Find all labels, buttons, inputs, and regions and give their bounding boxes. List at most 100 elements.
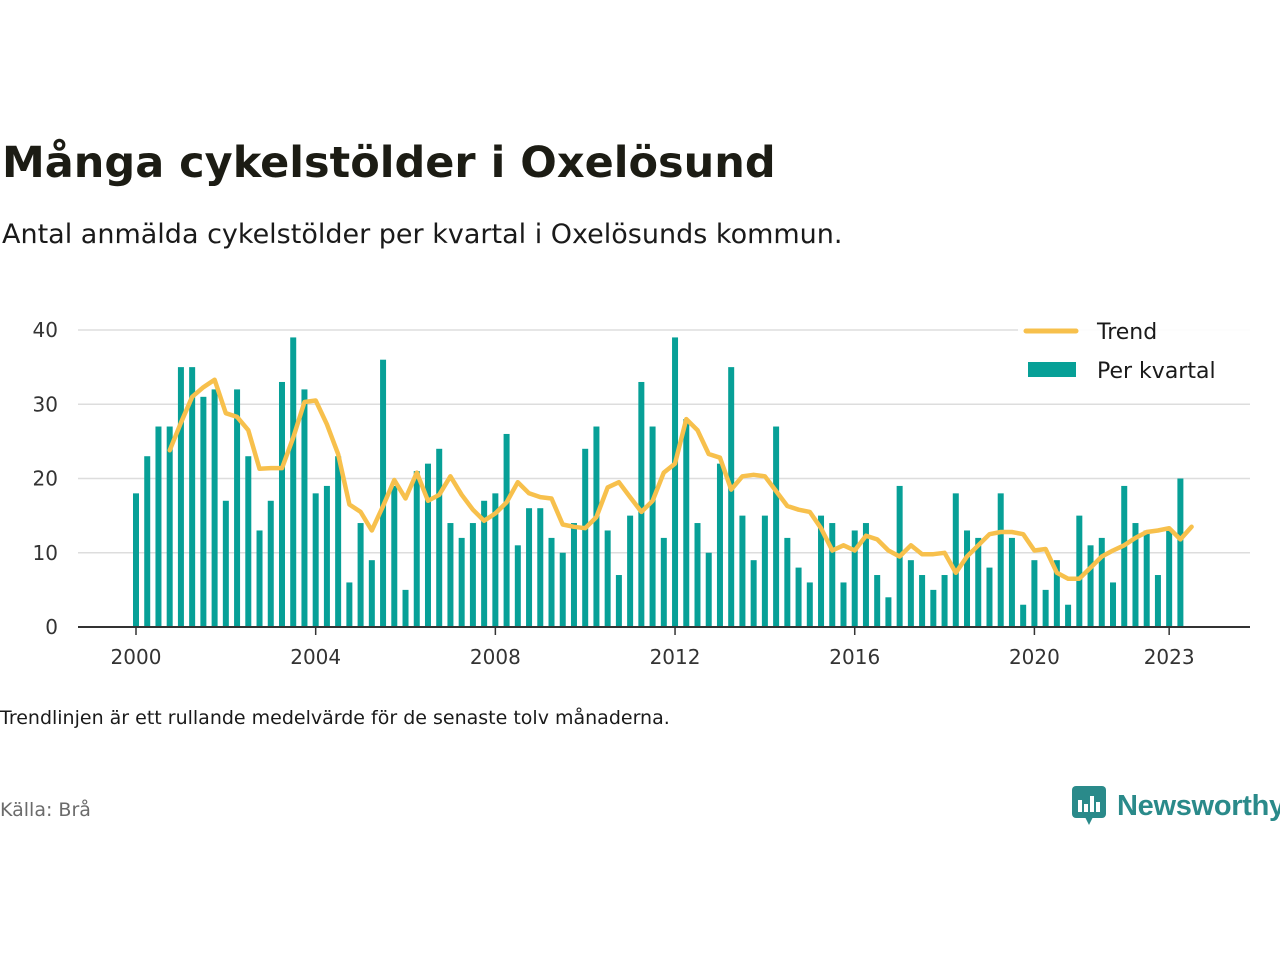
bar [638,381,645,627]
bar [975,537,982,627]
bar-series-per-kvartal [133,337,1184,627]
bar [166,426,173,627]
bar [245,456,252,627]
bar [660,537,667,627]
bar [964,530,971,627]
chart-area: 0 10 20 30 40 2000 2004 2008 2012 2016 2020 2023 Tr… [33,314,1250,669]
bar [144,456,151,627]
bar [672,337,679,627]
bar [1166,530,1173,627]
y-tick-label: 20 [33,467,58,491]
bar [649,426,656,627]
bar [739,515,746,627]
y-tick-label: 0 [45,615,58,639]
bar [1053,560,1060,627]
bar [312,493,319,627]
bar [469,523,476,627]
bar [335,456,342,627]
bar [627,515,634,627]
bar [795,567,802,627]
bar [391,485,398,627]
brand-logo: Newsworthy [1071,784,1280,828]
legend-background [1018,314,1250,392]
bar [784,537,791,627]
bar [380,359,387,627]
bar [806,582,813,627]
bar [773,426,780,627]
brand-name: Newsworthy [1117,789,1280,822]
bar [986,567,993,627]
bar [447,523,454,627]
bar [1098,537,1105,627]
bar [357,523,364,627]
bar [559,552,566,627]
bar [840,582,847,627]
bar [1121,485,1128,627]
bar [761,515,768,627]
bar [582,448,589,627]
bar [211,389,218,627]
bar [1008,537,1015,627]
bar [537,508,544,627]
bar [750,560,757,627]
bar [402,589,409,627]
bar [133,493,139,627]
bar [514,545,521,627]
bar [424,463,431,627]
bar [615,575,622,627]
bar [930,589,937,627]
bar [716,463,723,627]
legend-bar-label: Per kvartal [1097,359,1216,384]
bar [200,396,207,627]
x-tick-label: 2004 [290,645,341,669]
bar [290,337,297,627]
bar [1065,604,1072,627]
bar [323,485,330,627]
bar [222,500,229,627]
bar [413,471,420,627]
bar [997,493,1004,627]
legend-trend-label: Trend [1096,320,1157,345]
bar [907,560,914,627]
bar [278,381,285,627]
bar [301,389,308,627]
bar [256,530,263,627]
bar [503,433,510,627]
bar [1132,523,1139,627]
bar [1020,604,1027,627]
bar [234,389,241,627]
bar [177,367,184,627]
bar [481,500,488,627]
bar [1110,582,1117,627]
chart-legend: Trend Per kvartal [1018,314,1250,392]
bar [1031,560,1038,627]
bar [818,515,825,627]
bar [851,530,858,627]
bar [368,560,375,627]
bar [155,426,162,627]
bar [189,367,196,627]
x-tick-label: 2000 [111,645,162,669]
bar [548,537,555,627]
bar [436,448,443,627]
y-tick-label: 30 [33,392,58,416]
source-credit: Källa: Brå [0,799,91,821]
bar [705,552,712,627]
y-tick-label: 10 [33,541,58,565]
trend-series [167,377,1194,581]
legend-bar-swatch [1028,362,1076,377]
bar [1087,545,1094,627]
bar [683,419,690,627]
bar [1076,515,1083,627]
y-tick-label: 40 [33,318,58,342]
bar [941,575,948,627]
bar [728,367,735,627]
bar [829,523,836,627]
x-tick-label: 2020 [1009,645,1060,669]
chart-title: Många cykelstölder i Oxelösund [2,138,776,188]
x-tick-label: 2016 [829,645,880,669]
bar [1177,478,1184,627]
axes: 0 10 20 30 40 2000 2004 2008 2012 2016 2020 2023 [33,318,1250,669]
x-tick-label: 2023 [1144,645,1195,669]
bar [492,493,499,627]
